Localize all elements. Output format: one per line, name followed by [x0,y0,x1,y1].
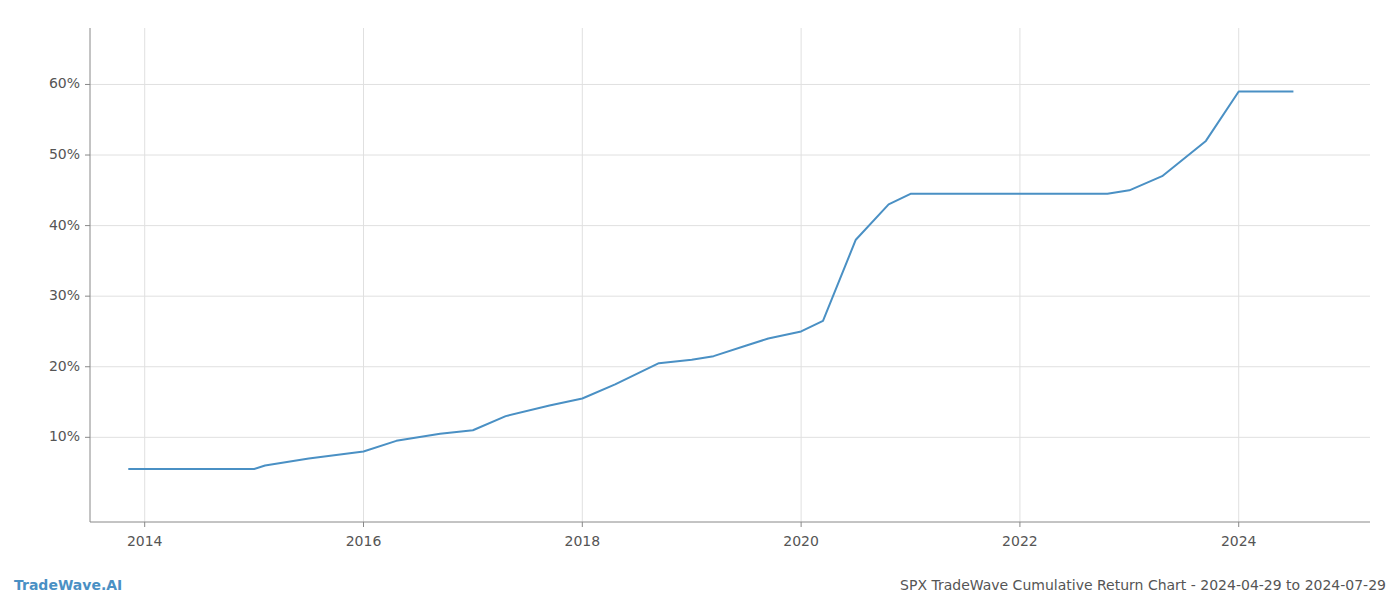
y-grid-line [90,366,1370,367]
y-tick [85,437,90,438]
x-tick-label: 2016 [346,533,382,549]
y-grid-line [90,225,1370,226]
x-grid-line [1019,28,1020,522]
y-grid-line [90,84,1370,85]
y-tick-label: 10% [49,428,80,444]
x-tick-label: 2018 [564,533,600,549]
x-tick [1019,522,1020,527]
x-tick-label: 2014 [127,533,163,549]
x-grid-line [1238,28,1239,522]
x-grid-line [144,28,145,522]
y-tick-label: 20% [49,358,80,374]
x-tick-label: 2024 [1221,533,1257,549]
y-tick-label: 40% [49,217,80,233]
y-tick [85,225,90,226]
y-tick-label: 30% [49,287,80,303]
x-tick [363,522,364,527]
y-grid-line [90,437,1370,438]
grid [90,28,1370,522]
x-tick [1238,522,1239,527]
y-tick [85,366,90,367]
x-grid-line [801,28,802,522]
x-axis-line [90,522,1370,523]
title: SPX TradeWave Cumulative Return Chart - … [900,577,1386,593]
y-grid-line [90,155,1370,156]
x-tick [801,522,802,527]
axes: 2014 2016 2018 2020 2022 2024 10% 20% 30% 40% 50% 6… [49,28,1370,549]
line [128,92,1293,470]
x-tick-label: 2022 [1002,533,1038,549]
y-tick-label: 60% [49,75,80,91]
chart: 2014 2016 2018 2020 2022 2024 10% 20% 30% 40% 50% 6… [0,0,1400,600]
y-tick [85,155,90,156]
x-grid-line [363,28,364,522]
plot-area [128,92,1293,470]
x-tick-label: 2020 [783,533,819,549]
y-grid-line [90,296,1370,297]
texts: TradeWave.AI SPX TradeWave Cumulative Ret… [14,577,1386,593]
x-tick [582,522,583,527]
y-axis-line [90,28,91,522]
watermark: TradeWave.AI [14,577,122,593]
x-tick [144,522,145,527]
y-tick [85,84,90,85]
x-grid-line [582,28,583,522]
y-tick [85,296,90,297]
y-tick-label: 50% [49,146,80,162]
